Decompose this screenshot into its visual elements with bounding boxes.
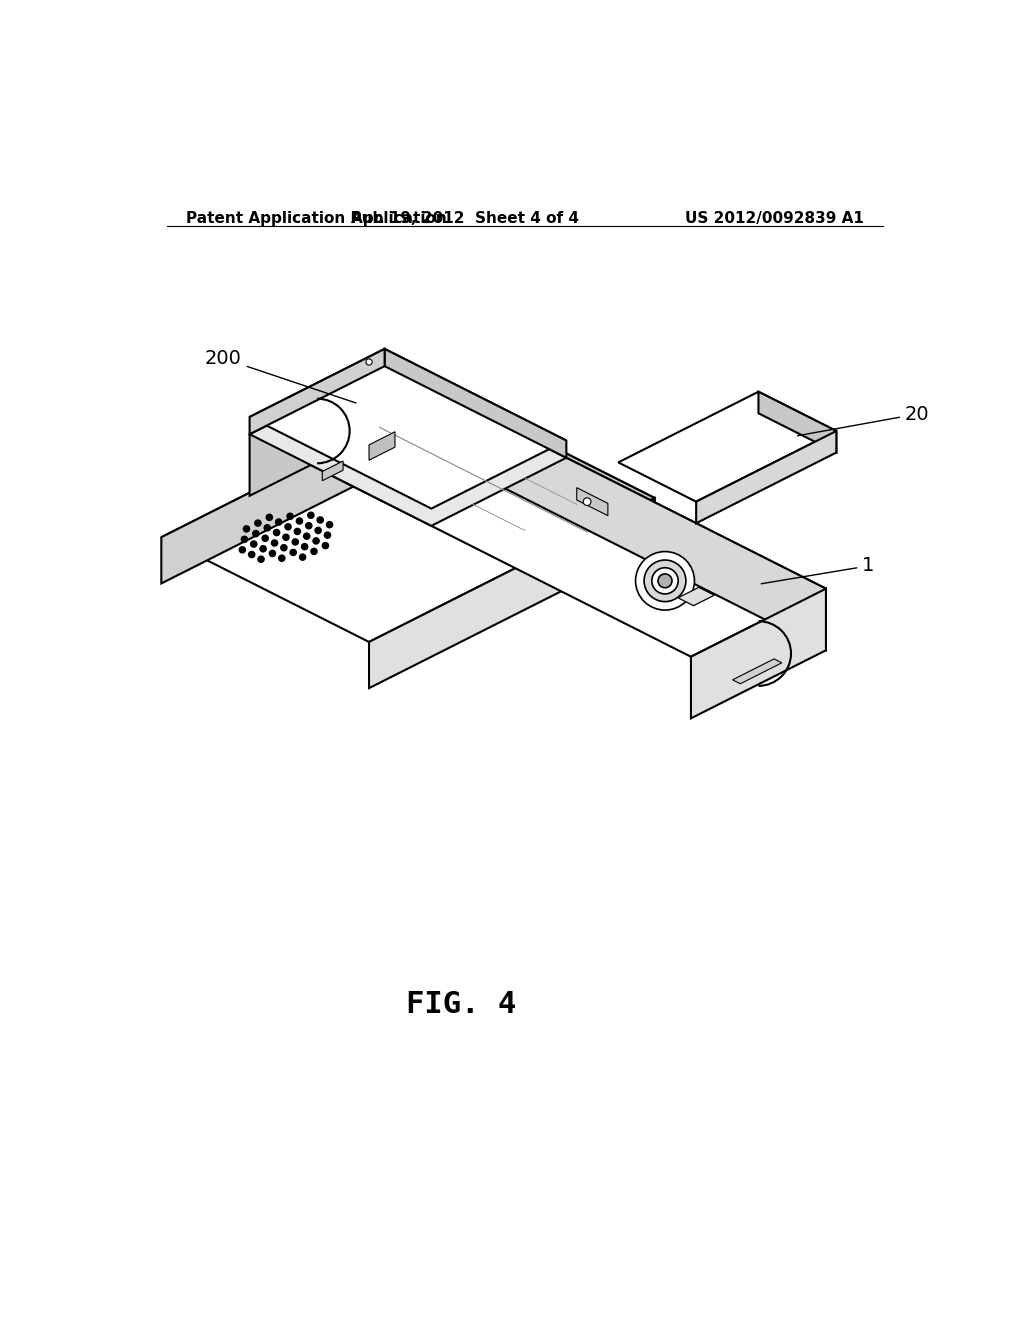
Circle shape [271,540,278,546]
Circle shape [281,545,287,550]
Text: FIG. 4: FIG. 4 [407,990,516,1019]
Circle shape [315,528,322,533]
Polygon shape [446,393,654,544]
Circle shape [652,568,678,594]
Circle shape [313,537,319,544]
Circle shape [306,523,312,529]
Circle shape [287,513,293,519]
Circle shape [273,529,280,536]
Polygon shape [162,393,654,642]
Circle shape [294,528,300,535]
Polygon shape [696,430,837,523]
Circle shape [303,533,310,540]
Circle shape [644,560,686,602]
Circle shape [327,521,333,528]
Circle shape [636,552,694,610]
Text: 200: 200 [205,348,356,403]
Circle shape [290,549,296,556]
Polygon shape [369,498,654,688]
Circle shape [323,543,329,549]
Polygon shape [323,461,343,480]
Circle shape [366,359,372,366]
Polygon shape [250,366,826,657]
Circle shape [301,544,308,549]
Circle shape [275,519,282,525]
Polygon shape [250,348,566,508]
Circle shape [325,532,331,539]
Circle shape [279,556,285,561]
Circle shape [584,498,591,506]
Circle shape [296,517,302,524]
Polygon shape [369,432,395,461]
Polygon shape [162,393,446,583]
Circle shape [283,535,289,540]
Circle shape [251,541,257,546]
Polygon shape [691,589,826,718]
Polygon shape [250,348,385,434]
Text: US 2012/0092839 A1: US 2012/0092839 A1 [685,211,864,226]
Circle shape [308,512,314,519]
Text: 1: 1 [761,557,874,583]
Text: 20: 20 [798,404,930,436]
Polygon shape [577,487,608,516]
Circle shape [311,548,317,554]
Circle shape [260,545,266,552]
Polygon shape [385,366,826,651]
Circle shape [292,539,298,545]
Circle shape [242,536,248,543]
Polygon shape [618,392,837,502]
Circle shape [258,556,264,562]
Circle shape [317,517,324,523]
Circle shape [264,525,270,531]
Circle shape [266,515,272,520]
Polygon shape [250,366,566,525]
Circle shape [249,552,255,557]
Polygon shape [250,366,385,496]
Circle shape [255,520,261,527]
Polygon shape [678,587,715,606]
Polygon shape [385,348,566,458]
Circle shape [658,574,672,587]
Circle shape [244,525,250,532]
Text: Patent Application Publication: Patent Application Publication [186,211,446,226]
Circle shape [262,535,268,541]
Circle shape [253,531,259,537]
Circle shape [299,554,305,560]
Circle shape [285,524,291,529]
Polygon shape [759,392,837,453]
Text: Apr. 19, 2012  Sheet 4 of 4: Apr. 19, 2012 Sheet 4 of 4 [351,211,580,226]
Circle shape [240,546,246,553]
Polygon shape [732,659,782,684]
Circle shape [269,550,275,557]
